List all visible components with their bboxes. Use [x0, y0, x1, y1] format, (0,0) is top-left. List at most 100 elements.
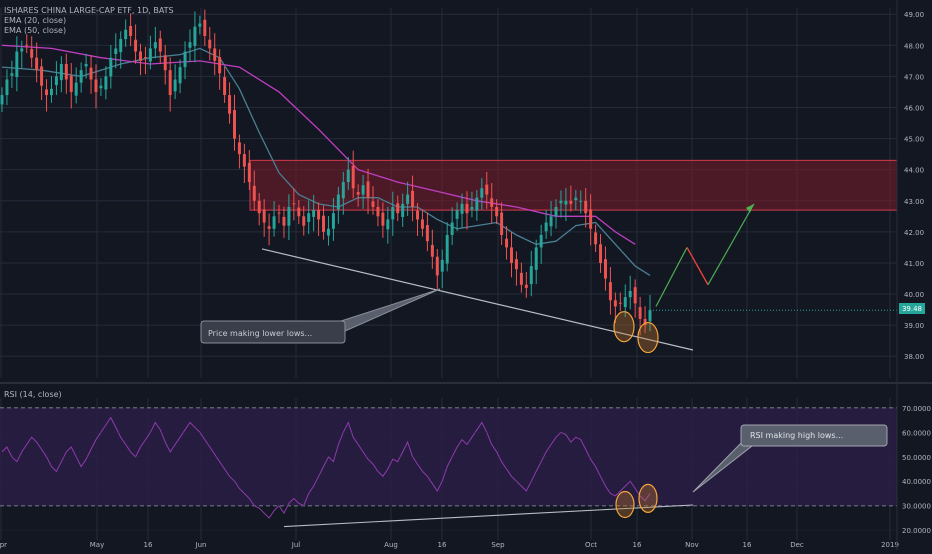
candle-body[interactable]	[336, 194, 340, 210]
candle-body[interactable]	[45, 89, 49, 96]
rsi-low-circle-2[interactable]	[638, 483, 658, 513]
candle-body[interactable]	[69, 75, 73, 92]
price-callout-box[interactable]	[200, 320, 346, 344]
candle-body[interactable]	[544, 222, 548, 232]
candle-body[interactable]	[94, 79, 98, 92]
candle-body[interactable]	[168, 70, 172, 96]
candle-body[interactable]	[257, 200, 261, 214]
rsi-low-circle-1[interactable]	[615, 490, 635, 519]
candle-body[interactable]	[25, 44, 29, 46]
rsi-trendline[interactable]	[283, 504, 694, 528]
candle-body[interactable]	[514, 259, 518, 270]
candle-body[interactable]	[455, 210, 459, 219]
candle-body[interactable]	[178, 67, 182, 84]
candle-layer[interactable]	[0, 9, 897, 336]
candle-body[interactable]	[109, 57, 113, 77]
candle-body[interactable]	[198, 23, 202, 27]
rsi-callout-box[interactable]	[740, 424, 888, 447]
rsi-callout[interactable]: RSI making high lows...	[740, 424, 888, 447]
candle-body[interactable]	[59, 63, 63, 81]
candle-body[interactable]	[233, 109, 236, 139]
candle-body[interactable]	[5, 79, 9, 96]
candle-body[interactable]	[603, 259, 607, 279]
candle-body[interactable]	[302, 216, 306, 226]
candle-body[interactable]	[331, 213, 335, 229]
main-legend[interactable]: ISHARES CHINA LARGE-CAP ETF, 1D, BATS EM…	[4, 6, 174, 36]
candle-body[interactable]	[495, 206, 499, 217]
candle-body[interactable]	[183, 51, 187, 68]
candle-body[interactable]	[505, 238, 509, 248]
candle-body[interactable]	[445, 234, 449, 264]
candle-body[interactable]	[470, 206, 474, 210]
candle-body[interactable]	[549, 216, 553, 227]
candle-body[interactable]	[312, 210, 316, 217]
candle-body[interactable]	[99, 85, 103, 89]
candle-body[interactable]	[15, 51, 19, 78]
candle-body[interactable]	[351, 165, 355, 189]
candle-body[interactable]	[129, 26, 133, 36]
candle-body[interactable]	[346, 169, 350, 183]
candle-body[interactable]	[188, 42, 192, 48]
candle-body[interactable]	[519, 272, 523, 285]
candle-body[interactable]	[173, 79, 177, 92]
candle-body[interactable]	[460, 203, 464, 214]
candle-body[interactable]	[89, 67, 93, 80]
candle-body[interactable]	[524, 284, 528, 288]
candle-body[interactable]	[322, 215, 326, 232]
rsi-legend-label[interactable]: RSI (14, close)	[4, 390, 62, 399]
candle-body[interactable]	[242, 154, 246, 167]
candle-body[interactable]	[628, 290, 632, 298]
candle-body[interactable]	[356, 192, 360, 195]
candle-body[interactable]	[440, 259, 444, 272]
candle-body[interactable]	[79, 70, 83, 83]
candle-body[interactable]	[237, 142, 241, 155]
price-trendline[interactable]	[261, 248, 694, 351]
candle-body[interactable]	[272, 216, 276, 229]
candle-body[interactable]	[20, 48, 24, 52]
candle-body[interactable]	[401, 203, 405, 217]
candle-body[interactable]	[420, 219, 424, 229]
candle-body[interactable]	[119, 39, 123, 53]
candle-body[interactable]	[143, 57, 147, 59]
candle-body[interactable]	[425, 225, 429, 242]
candle-body[interactable]	[208, 39, 212, 49]
price-callout[interactable]: Price making lower lows...	[200, 320, 346, 344]
candle-body[interactable]	[633, 287, 637, 304]
candle-body[interactable]	[569, 200, 573, 204]
candle-body[interactable]	[599, 244, 603, 263]
candle-body[interactable]	[114, 48, 118, 55]
candle-body[interactable]	[262, 209, 266, 223]
candle-body[interactable]	[64, 63, 68, 80]
candle-body[interactable]	[584, 200, 588, 214]
candle-body[interactable]	[564, 200, 568, 205]
candle-body[interactable]	[406, 194, 410, 204]
candle-body[interactable]	[213, 48, 217, 61]
candle-body[interactable]	[613, 300, 617, 307]
low-circle-2[interactable]	[637, 321, 659, 354]
candle-body[interactable]	[430, 244, 434, 257]
candle-body[interactable]	[218, 57, 222, 74]
ema20-legend[interactable]: EMA (20, close)	[4, 16, 67, 25]
drawings-layer[interactable]	[261, 203, 755, 354]
candle-body[interactable]	[252, 185, 256, 201]
candle-body[interactable]	[376, 206, 380, 217]
candle-body[interactable]	[35, 57, 39, 71]
candle-body[interactable]	[49, 88, 53, 96]
candle-body[interactable]	[326, 228, 330, 236]
candle-body[interactable]	[54, 76, 58, 86]
candle-body[interactable]	[158, 38, 162, 52]
candle-body[interactable]	[297, 207, 301, 217]
candle-body[interactable]	[193, 26, 197, 46]
candle-body[interactable]	[396, 203, 400, 214]
candle-body[interactable]	[529, 266, 533, 285]
candle-body[interactable]	[589, 209, 593, 229]
candle-body[interactable]	[153, 42, 157, 49]
candle-body[interactable]	[317, 210, 321, 220]
candle-body[interactable]	[386, 219, 390, 230]
candle-body[interactable]	[559, 200, 563, 204]
candle-body[interactable]	[391, 206, 395, 220]
candle-body[interactable]	[510, 247, 513, 263]
candle-body[interactable]	[490, 198, 494, 207]
candle-body[interactable]	[579, 200, 583, 202]
candle-body[interactable]	[10, 73, 14, 76]
